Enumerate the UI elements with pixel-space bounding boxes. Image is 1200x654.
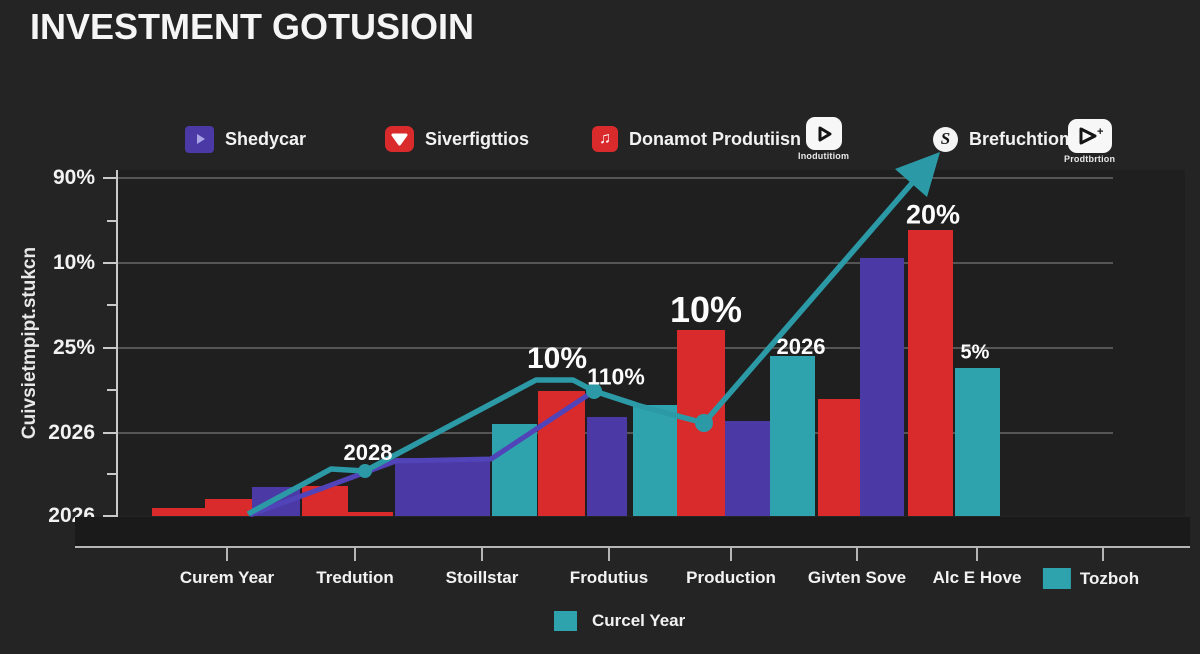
bar-red [818,399,862,516]
bar-purple [860,258,904,516]
svg-text:+: + [1097,126,1103,138]
y-major-tick [103,347,117,349]
y-tick-label: 90% [52,166,95,189]
x-tick-label-text: Tredution [316,568,394,587]
x-tick-label-text: Frodutius [569,568,649,587]
y-minor-tick [107,389,117,391]
chevron-down-icon [385,126,414,152]
y-major-tick [103,262,117,264]
x-tick-label: Frodutius [570,568,648,588]
x-tick-label-text: Stoillstar [445,568,519,587]
legend-item-shedycar: Shedycar [185,120,306,158]
bar-red [348,512,393,516]
bottom-legend: Curcel Year [554,611,685,631]
bar-red [302,486,348,516]
bar-red [908,230,953,516]
y-major-tick [103,177,117,179]
x-tick-label-text: Alc E Hove [932,568,1022,587]
x-tick-label: Tredution [316,568,393,588]
badge-caption: Inodutitiom [798,151,850,161]
value-label: 20% [905,199,961,230]
x-tick-label: Curem Year [180,568,274,588]
legend-item-brefuchtiom: S Brefuchtiom [933,120,1075,158]
legend-label: Shedycar [225,128,307,149]
x-tick [481,546,483,561]
bar-purple [587,417,627,516]
value-label: 10% [526,342,588,375]
x-tick [354,546,356,561]
gridline [118,177,1113,179]
x-tick [856,546,858,561]
bar-red [205,499,252,516]
bar-purple [252,487,300,516]
x-tick-label-text: Givten Sove [807,568,907,587]
x-tick-label: Stoillstar [446,568,519,588]
gridline [118,262,1113,264]
bottom-legend-label: Curcel Year [592,611,686,630]
value-label: 2028 [343,440,393,465]
y-major-tick [103,515,117,517]
x-tick [608,546,610,561]
bar-teal [492,424,537,516]
y-minor-tick [107,220,117,222]
legend-label: Siverfigttios [425,128,530,149]
legend-item-siverfigttios: Siverfigttios [385,120,529,158]
play-button-badge: Inodutitiom [798,117,849,161]
value-label: 5% [960,341,990,364]
y-minor-tick [107,473,117,475]
badge-caption: Prodtbrtion [1064,154,1116,164]
play-square-icon [185,125,214,153]
x-tick-label: Production [686,568,776,588]
x-tick-label: Tozboh [1042,568,1140,589]
swirl-coin-icon: S [933,126,958,152]
x-tick-label-text: Production [686,568,776,587]
music-note-icon: ♫ [592,126,618,152]
y-major-tick [103,432,117,434]
x-axis-line [75,546,1190,548]
teal-swatch-icon [1042,568,1071,589]
x-tick [730,546,732,561]
value-label: 2026 [776,334,826,359]
page-title: INVESTMENT GOTUSIOIN [30,6,475,47]
bar-teal [955,368,1000,516]
y-tick-label: 10% [52,251,95,274]
bar-red [677,330,725,516]
y-minor-tick [107,304,117,306]
play-button-icon [805,117,842,150]
x-tick-label: Alc E Hove [933,568,1022,588]
x-tick-label: Givten Sove [808,568,906,588]
value-label: 110% [587,363,645,390]
play-plus-badge: + Prodtbrtion [1064,119,1115,164]
legend-label: Brefuchtiom [969,128,1076,149]
bar-teal [633,405,677,516]
bar-red [152,508,205,516]
chart-floor [75,517,1190,546]
legend-label: Donamot Produtiisn [629,128,801,149]
bar-purple [395,458,490,516]
x-tick [976,546,978,561]
y-axis-line [116,170,118,547]
teal-swatch-icon [554,611,577,631]
bar-purple [725,421,770,516]
x-tick [1102,546,1104,561]
play-plus-icon: + [1067,119,1112,153]
bar-red [538,391,585,516]
y-tick-label: 25% [52,336,95,359]
x-tick-label-text: Tozboh [1079,568,1140,588]
bar-teal [770,356,815,516]
value-label: 10% [669,289,743,330]
x-tick [226,546,228,561]
y-tick-label: 2026 [48,421,95,444]
legend-item-donamot: ♫ Donamot Produtiisn [592,120,801,158]
x-tick-label-text: Curem Year [179,568,275,587]
